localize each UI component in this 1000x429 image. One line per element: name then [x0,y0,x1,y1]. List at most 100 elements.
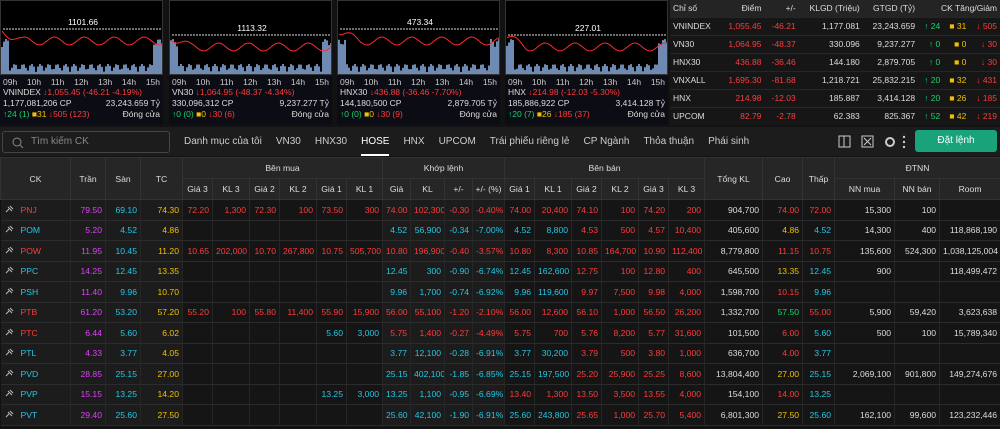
cell: 15,900 [346,302,384,323]
cell: PVT [0,404,71,426]
index-change: 1,055.45 (-46.21 -4.19%) [47,87,142,97]
header-cell: GTGD (Tỷ) [862,0,919,17]
tab[interactable]: HNX30 [314,136,348,147]
tab[interactable]: VN30 [275,136,301,147]
cell: -0.34 [444,220,474,241]
mini-chart: 473.34 09h 10h 11h 12h 13h 14h 15h HNX30 ↓436.88… [337,0,500,125]
column-header: Giá 1 [504,178,536,200]
cell: 25.60 [382,404,412,426]
cell: PNJ [0,199,71,221]
symbol[interactable]: PVT [20,409,38,420]
cell: 2,069,100 [834,363,896,385]
tab[interactable]: Danh mục của tôi [184,136,262,147]
time-axis: 09h 10h 11h 12h 13h 14h 15h [169,75,332,87]
index-line-2: 330,096,312 CP 9,237.277 Tỷ [169,98,332,109]
symbol[interactable]: PSH [20,286,39,297]
tool-icons[interactable] [838,135,908,149]
time-axis: 09h 10h 11h 12h 13h 14h 15h [0,75,163,87]
pin [5,246,13,254]
column-header: Giá 2 [249,178,280,200]
symbol[interactable]: POM [20,225,41,236]
cell: 31,600 [668,322,706,344]
tabs: Danh mục của tôi VN30 HNX30 HOSE HNX UPCOM Trá… [170,127,749,156]
column-header: KL 3 [212,178,250,200]
symbol[interactable]: PNJ [20,204,37,215]
symbol[interactable]: PTB [20,307,38,318]
order-button[interactable]: Đặt lệnh [915,130,997,152]
tab[interactable]: HNX [403,136,425,147]
icon: ■ [954,57,962,67]
stock-row: PTC 6.44 5.60 6.02 5.60 3,000 5.75 1,400 -0.27 -4… [0,322,1000,344]
cell: 4.52 [802,220,836,241]
index-cell: ↓ 505 [969,16,1000,35]
pin-icon [5,369,13,377]
symbol[interactable]: PVP [20,389,38,400]
cell: PTC [0,322,71,344]
reference-level: 1113.32 [237,23,267,33]
index-cell: -81.68 [764,70,799,89]
reference-level: 1101.66 [68,17,98,27]
cell: 100 [279,199,317,221]
count: 20 [930,93,941,103]
down-icon: ↓ [551,109,559,119]
symbol[interactable]: POW [20,245,42,256]
index-line-1: HNX ↓214.98 (-12.03 -5.30%) [505,87,668,98]
time-label: 12h [74,77,89,87]
stock-row: PTL 4.33 3.77 4.05 3.77 12,100 -0.28 -6.91% 3.77… [0,343,1000,364]
cell: 100 [212,302,250,323]
tab[interactable]: Phái sinh [708,136,750,147]
up-count: 0 (0) [176,109,194,119]
name: VN30 [172,87,194,97]
icon: ■ [949,75,957,85]
tab[interactable]: UPCOM [438,136,476,147]
cell: 12,600 [534,302,573,323]
index-row: VN30 1,064.95 -48.37 330.096 9,237.277 ↑ 0 ■ 0… [670,34,1000,53]
cell: 162,600 [534,261,573,282]
tab[interactable]: Thỏa thuận [643,136,695,147]
pin [5,307,13,315]
cell: 27.50 [762,404,804,426]
tab[interactable]: HOSE [361,127,390,156]
cell [279,404,317,426]
index-cell: ■ 0 [943,52,970,71]
arrow-down: ↓ [525,87,533,97]
cell: 505,700 [346,240,384,262]
cell: 3,623,638 [939,302,1000,323]
cell: 25.60 [504,404,536,426]
symbol[interactable]: PTC [20,327,38,338]
cell: 12.45 [504,261,536,282]
count: 52 [930,111,941,122]
time-label: 12h [243,77,258,87]
tab[interactable]: Trái phiếu riêng lẻ [489,136,570,147]
cell: 100 [894,322,941,344]
symbol[interactable]: PPC [20,266,39,277]
status: Đóng cửa [627,109,665,119]
symbol[interactable]: PTL [20,348,37,359]
index-row: UPCOM 82.79 -2.78 62.383 825.367 ↑ 52 ■ 42 ↓ 21… [670,106,1000,125]
search-box[interactable]: Tìm kiếm CK [2,130,170,153]
header-row: CK Trần Sàn TC Bên mua Khớp lệnh Bên bán Tổng K… [0,157,1000,200]
ref-count: 26 [541,109,552,119]
cell: 1,598,700 [704,281,764,303]
time-label: 10h [195,77,211,87]
cell: -7.00% [472,220,506,241]
cell [346,261,384,282]
cell: 3,000 [346,322,384,344]
cell: 12.45 [105,261,141,282]
cell: 73.50 [316,199,347,221]
index-line [170,40,331,52]
cell: 74.00 [504,199,536,221]
cell: -6.85% [472,363,506,385]
time-label: 14h [121,77,137,87]
cell: 27.00 [140,363,183,385]
column-header: Room [939,178,1000,200]
cell: 900 [834,261,896,282]
cell: 3,000 [346,384,384,405]
cell: 10.65 [182,240,213,262]
tab[interactable]: CP Ngành [583,136,630,147]
group-header: ĐTNN [834,157,1000,179]
index-cell: 1,064.95 [719,34,765,53]
symbol[interactable]: PVD [20,368,39,379]
index-name: HNX ↓214.98 (-12.03 -5.30%) [508,87,620,98]
volume: 330,096,312 CP [172,98,234,108]
